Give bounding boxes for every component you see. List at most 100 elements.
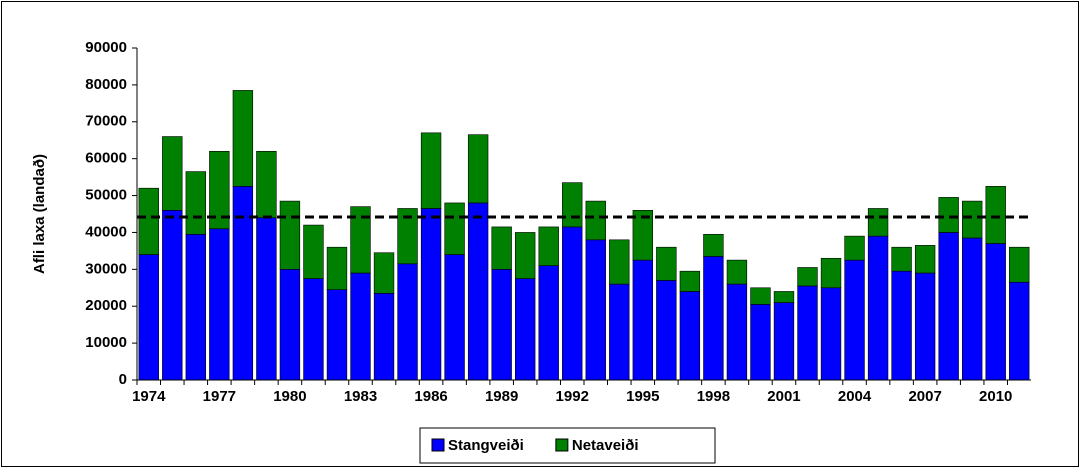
y-tick-label: 50000 bbox=[85, 187, 127, 204]
legend-label: Stangveiði bbox=[448, 437, 524, 454]
bar-segment bbox=[562, 182, 583, 228]
bar-segment bbox=[138, 187, 159, 255]
bar-segment bbox=[256, 150, 277, 218]
bar-segment bbox=[279, 200, 301, 270]
y-tick-label: 90000 bbox=[85, 39, 127, 56]
bar-segment bbox=[820, 287, 842, 381]
bar-segment bbox=[350, 272, 371, 381]
bar-segment bbox=[750, 304, 771, 381]
bar-segment bbox=[726, 283, 748, 381]
y-axis-title: Afli laxa (landað) bbox=[31, 154, 48, 274]
x-tick-label: 1986 bbox=[414, 388, 447, 405]
bar-segment bbox=[962, 237, 983, 381]
x-tick-label: 1995 bbox=[626, 388, 659, 405]
legend-label: Netaveiði bbox=[572, 437, 639, 454]
bar-segment bbox=[397, 208, 418, 265]
bar-segment bbox=[797, 285, 818, 381]
bar-segment bbox=[703, 233, 724, 257]
bar-segment bbox=[515, 232, 536, 279]
bar-segment bbox=[373, 293, 395, 381]
bar-segment bbox=[1009, 281, 1030, 381]
bar-segment bbox=[467, 134, 489, 204]
bar-segment bbox=[232, 90, 254, 187]
x-tick-label: 2004 bbox=[838, 388, 872, 405]
x-tick-label: 1980 bbox=[273, 388, 306, 405]
bar-segment bbox=[209, 150, 230, 230]
x-tick-label: 2010 bbox=[979, 388, 1012, 405]
y-tick-label: 40000 bbox=[85, 223, 127, 240]
bar-segment bbox=[444, 202, 465, 255]
bar-segment bbox=[726, 259, 748, 285]
x-tick-label: 2007 bbox=[908, 388, 941, 405]
bar-segment bbox=[679, 270, 701, 292]
bar-segment bbox=[797, 267, 818, 287]
bar-segment bbox=[538, 226, 559, 266]
bar-segment bbox=[703, 256, 724, 381]
bar-segment bbox=[373, 252, 395, 294]
bar-segment bbox=[962, 200, 983, 239]
x-tick-label: 1977 bbox=[203, 388, 236, 405]
bar-segment bbox=[491, 226, 512, 270]
bar-segment bbox=[162, 136, 183, 211]
bar-segment bbox=[256, 217, 277, 381]
bar-segment bbox=[914, 272, 936, 381]
x-tick-label: 1989 bbox=[485, 388, 518, 405]
bar-segment bbox=[867, 235, 889, 381]
x-tick-label: 2001 bbox=[767, 388, 800, 405]
bar-segment bbox=[985, 186, 1006, 244]
bar-segment bbox=[938, 197, 959, 233]
y-tick-label: 0 bbox=[119, 371, 127, 388]
bar-segment bbox=[844, 259, 865, 381]
y-tick-label: 10000 bbox=[85, 334, 127, 351]
bar-segment bbox=[820, 257, 842, 289]
bar-segment bbox=[185, 171, 206, 235]
bar-segment bbox=[538, 265, 559, 381]
bar-segment bbox=[209, 228, 230, 381]
bar-segment bbox=[303, 278, 324, 381]
x-tick-label: 1998 bbox=[697, 388, 730, 405]
bar-segment bbox=[279, 269, 301, 381]
bar-segment bbox=[467, 202, 489, 381]
bar-segment bbox=[420, 208, 442, 381]
bar-segment bbox=[609, 283, 630, 381]
bar-segment bbox=[656, 246, 677, 281]
y-tick-label: 30000 bbox=[85, 260, 127, 277]
bar-segment bbox=[397, 263, 418, 381]
x-tick-label: 1983 bbox=[344, 388, 377, 405]
bar-segment bbox=[679, 291, 701, 381]
bar-segment bbox=[938, 232, 959, 381]
bar-segment bbox=[138, 254, 159, 381]
bar-segment bbox=[562, 226, 583, 381]
bar-segment bbox=[632, 259, 653, 381]
y-tick-label: 60000 bbox=[85, 150, 127, 167]
bar-segment bbox=[914, 245, 936, 274]
x-tick-label: 1992 bbox=[556, 388, 589, 405]
bar-segment bbox=[303, 224, 324, 279]
x-tick-label: 1974 bbox=[132, 388, 166, 405]
bar-segment bbox=[420, 132, 442, 209]
bar-segment bbox=[1009, 246, 1030, 283]
bar-segment bbox=[656, 280, 677, 381]
bar-segment bbox=[985, 243, 1006, 381]
bar-segment bbox=[326, 246, 348, 290]
legend-swatch bbox=[555, 438, 569, 452]
y-tick-label: 20000 bbox=[85, 297, 127, 314]
bar-segment bbox=[585, 200, 606, 241]
bar-segment bbox=[844, 235, 865, 261]
bar-segment bbox=[773, 291, 795, 303]
y-tick-label: 80000 bbox=[85, 76, 127, 93]
bar-segment bbox=[185, 233, 206, 381]
bar-segment bbox=[632, 210, 653, 261]
bar-segment bbox=[515, 278, 536, 381]
bar-segment bbox=[585, 239, 606, 381]
bar-segment bbox=[867, 208, 889, 237]
bar-segment bbox=[609, 239, 630, 285]
bar-segment bbox=[750, 287, 771, 305]
bar-segment bbox=[232, 186, 254, 381]
bar-segment bbox=[891, 246, 912, 272]
y-tick-label: 70000 bbox=[85, 113, 127, 130]
legend-swatch bbox=[431, 438, 445, 452]
bar-segment bbox=[891, 270, 912, 381]
bar-segment bbox=[444, 254, 465, 381]
